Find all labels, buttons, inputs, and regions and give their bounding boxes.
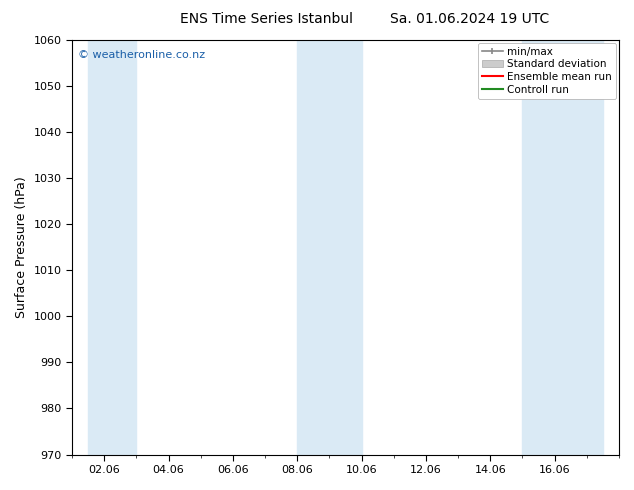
Legend: min/max, Standard deviation, Ensemble mean run, Controll run: min/max, Standard deviation, Ensemble me… bbox=[478, 43, 616, 99]
Bar bbox=[297, 40, 361, 455]
Text: Sa. 01.06.2024 19 UTC: Sa. 01.06.2024 19 UTC bbox=[389, 12, 549, 26]
Bar bbox=[88, 40, 136, 455]
Text: ENS Time Series Istanbul: ENS Time Series Istanbul bbox=[180, 12, 353, 26]
Y-axis label: Surface Pressure (hPa): Surface Pressure (hPa) bbox=[15, 176, 28, 318]
Bar bbox=[522, 40, 603, 455]
Text: © weatheronline.co.nz: © weatheronline.co.nz bbox=[77, 50, 205, 60]
